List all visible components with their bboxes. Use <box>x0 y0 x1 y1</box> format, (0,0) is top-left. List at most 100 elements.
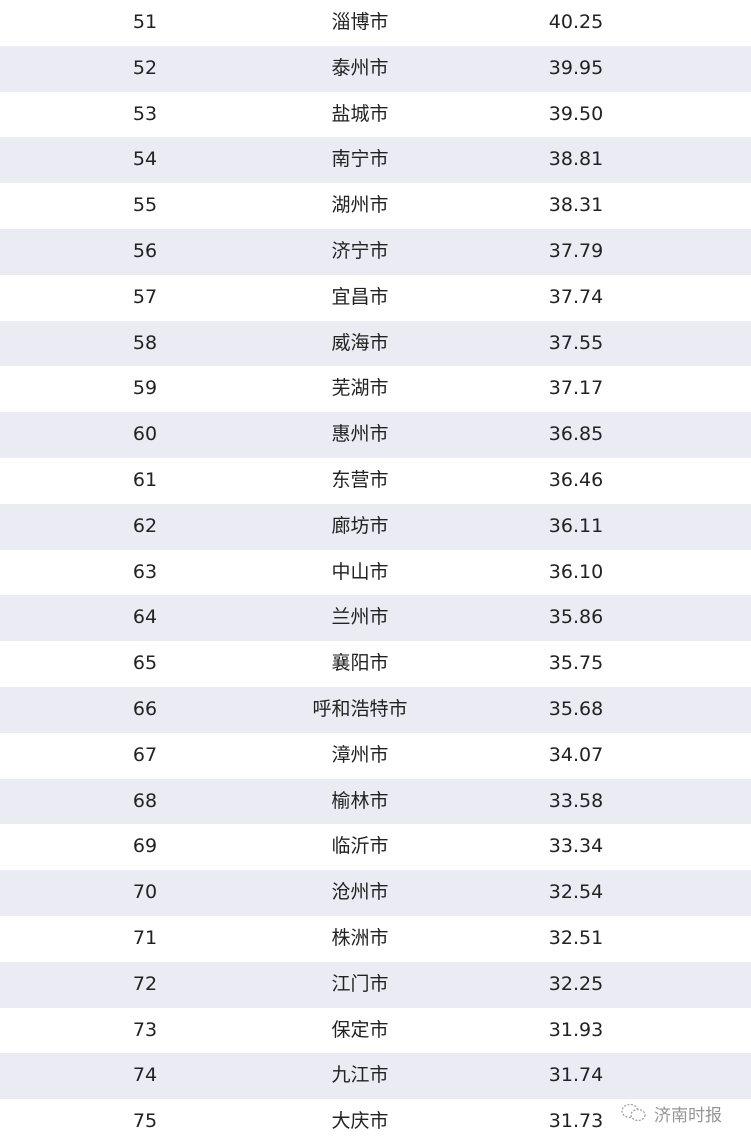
city-cell: 沧州市 <box>331 881 389 904</box>
city-cell: 淄博市 <box>331 11 389 33</box>
city-cell: 兰州市 <box>331 606 389 629</box>
city-cell: 宜昌市 <box>331 285 389 308</box>
table-row: 74 九江市 31.74 <box>0 1053 751 1100</box>
rank-cell: 67 <box>132 743 158 766</box>
city-cell: 漳州市 <box>331 743 389 766</box>
score-cell: 36.11 <box>548 514 604 537</box>
table-row: 69 临沂市 33.34 <box>0 824 751 870</box>
rank-cell: 65 <box>132 652 158 675</box>
rank-cell: 53 <box>132 102 158 125</box>
rank-cell: 51 <box>132 11 158 33</box>
city-cell: 九江市 <box>331 1064 389 1087</box>
table-row: 56 济宁市 37.79 <box>0 229 751 275</box>
table-row: 52 泰州市 39.95 <box>0 45 751 92</box>
rank-cell: 56 <box>132 240 158 262</box>
table-row: 70 沧州市 32.54 <box>0 870 751 916</box>
rank-cell: 55 <box>132 194 158 217</box>
score-cell: 39.95 <box>548 56 604 79</box>
rank-cell: 68 <box>132 789 158 812</box>
rank-cell: 63 <box>132 560 158 583</box>
table-row: 71 株洲市 32.51 <box>0 916 751 962</box>
score-cell: 32.25 <box>548 972 604 995</box>
table-row: 65 襄阳市 35.75 <box>0 641 751 687</box>
watermark-text: 济南时报 <box>654 1105 722 1126</box>
city-cell: 株洲市 <box>331 927 389 949</box>
rank-cell: 62 <box>132 514 158 537</box>
table-row: 63 中山市 36.10 <box>0 550 751 596</box>
score-cell: 38.81 <box>548 148 604 171</box>
city-cell: 襄阳市 <box>331 652 389 675</box>
table-row: 64 兰州市 35.86 <box>0 595 751 642</box>
table-row: 67 漳州市 34.07 <box>0 733 751 779</box>
score-cell: 31.73 <box>548 1110 604 1133</box>
score-cell: 32.51 <box>548 927 604 949</box>
table-row: 57 宜昌市 37.74 <box>0 275 751 321</box>
rank-cell: 71 <box>132 927 158 949</box>
city-cell: 临沂市 <box>331 835 389 858</box>
table-row: 61 东营市 36.46 <box>0 458 751 504</box>
score-cell: 36.46 <box>548 469 604 491</box>
table-row: 54 南宁市 38.81 <box>0 137 751 184</box>
score-cell: 37.17 <box>548 377 604 400</box>
wechat-icon <box>621 1103 646 1122</box>
city-cell: 榆林市 <box>331 789 389 812</box>
city-cell: 保定市 <box>331 1018 389 1041</box>
score-cell: 39.50 <box>548 102 604 125</box>
table-row: 62 廊坊市 36.11 <box>0 503 751 550</box>
city-cell: 盐城市 <box>331 102 389 125</box>
score-cell: 33.58 <box>548 789 604 812</box>
table-row: 60 惠州市 36.85 <box>0 412 751 458</box>
score-cell: 37.79 <box>548 240 604 262</box>
city-cell: 威海市 <box>331 331 389 354</box>
rank-cell: 59 <box>132 377 158 400</box>
table-row: 53 盐城市 39.50 <box>0 92 751 138</box>
table-row: 72 江门市 32.25 <box>0 961 751 1008</box>
rank-cell: 57 <box>132 285 158 308</box>
score-cell: 34.07 <box>548 743 604 766</box>
city-cell: 呼和浩特市 <box>312 698 408 720</box>
city-cell: 东营市 <box>331 469 389 491</box>
watermark: 济南时报 <box>620 1100 722 1126</box>
city-cell: 泰州市 <box>331 56 389 79</box>
rank-cell: 66 <box>132 698 158 720</box>
rank-cell: 54 <box>132 148 158 171</box>
city-cell: 南宁市 <box>331 148 389 171</box>
table-row: 66 呼和浩特市 35.68 <box>0 687 751 733</box>
score-cell: 35.75 <box>548 652 604 675</box>
table-row: 51 淄博市 40.25 <box>0 0 751 46</box>
city-cell: 惠州市 <box>331 423 389 446</box>
table-row: 73 保定市 31.93 <box>0 1008 751 1054</box>
rank-cell: 64 <box>132 606 158 629</box>
rank-cell: 75 <box>132 1110 158 1133</box>
table-row: 59 芜湖市 37.17 <box>0 366 751 412</box>
rank-cell: 73 <box>132 1018 158 1041</box>
score-cell: 33.34 <box>548 835 604 858</box>
city-cell: 芜湖市 <box>331 377 389 400</box>
city-cell: 中山市 <box>331 560 389 583</box>
score-cell: 32.54 <box>548 881 604 904</box>
table-row: 55 湖州市 38.31 <box>0 183 751 229</box>
city-cell: 廊坊市 <box>331 514 389 537</box>
score-cell: 38.31 <box>548 194 604 217</box>
score-cell: 31.74 <box>548 1064 604 1087</box>
score-cell: 37.74 <box>548 285 604 308</box>
table-row: 68 榆林市 33.58 <box>0 778 751 825</box>
city-cell: 湖州市 <box>331 194 389 217</box>
score-cell: 36.85 <box>548 423 604 446</box>
city-cell: 江门市 <box>331 972 389 995</box>
rank-cell: 52 <box>132 56 158 79</box>
score-cell: 37.55 <box>548 331 604 354</box>
score-cell: 31.93 <box>548 1018 604 1041</box>
rank-cell: 72 <box>132 972 158 995</box>
city-cell: 大庆市 <box>331 1110 389 1133</box>
score-cell: 35.86 <box>548 606 604 629</box>
rank-cell: 58 <box>132 331 158 354</box>
score-cell: 40.25 <box>548 11 604 33</box>
score-cell: 35.68 <box>548 698 604 720</box>
rank-cell: 60 <box>132 423 158 446</box>
rank-cell: 69 <box>132 835 158 858</box>
rank-cell: 61 <box>132 469 158 491</box>
score-cell: 36.10 <box>548 560 604 583</box>
city-cell: 济宁市 <box>331 240 389 262</box>
table-row: 58 威海市 37.55 <box>0 320 751 367</box>
